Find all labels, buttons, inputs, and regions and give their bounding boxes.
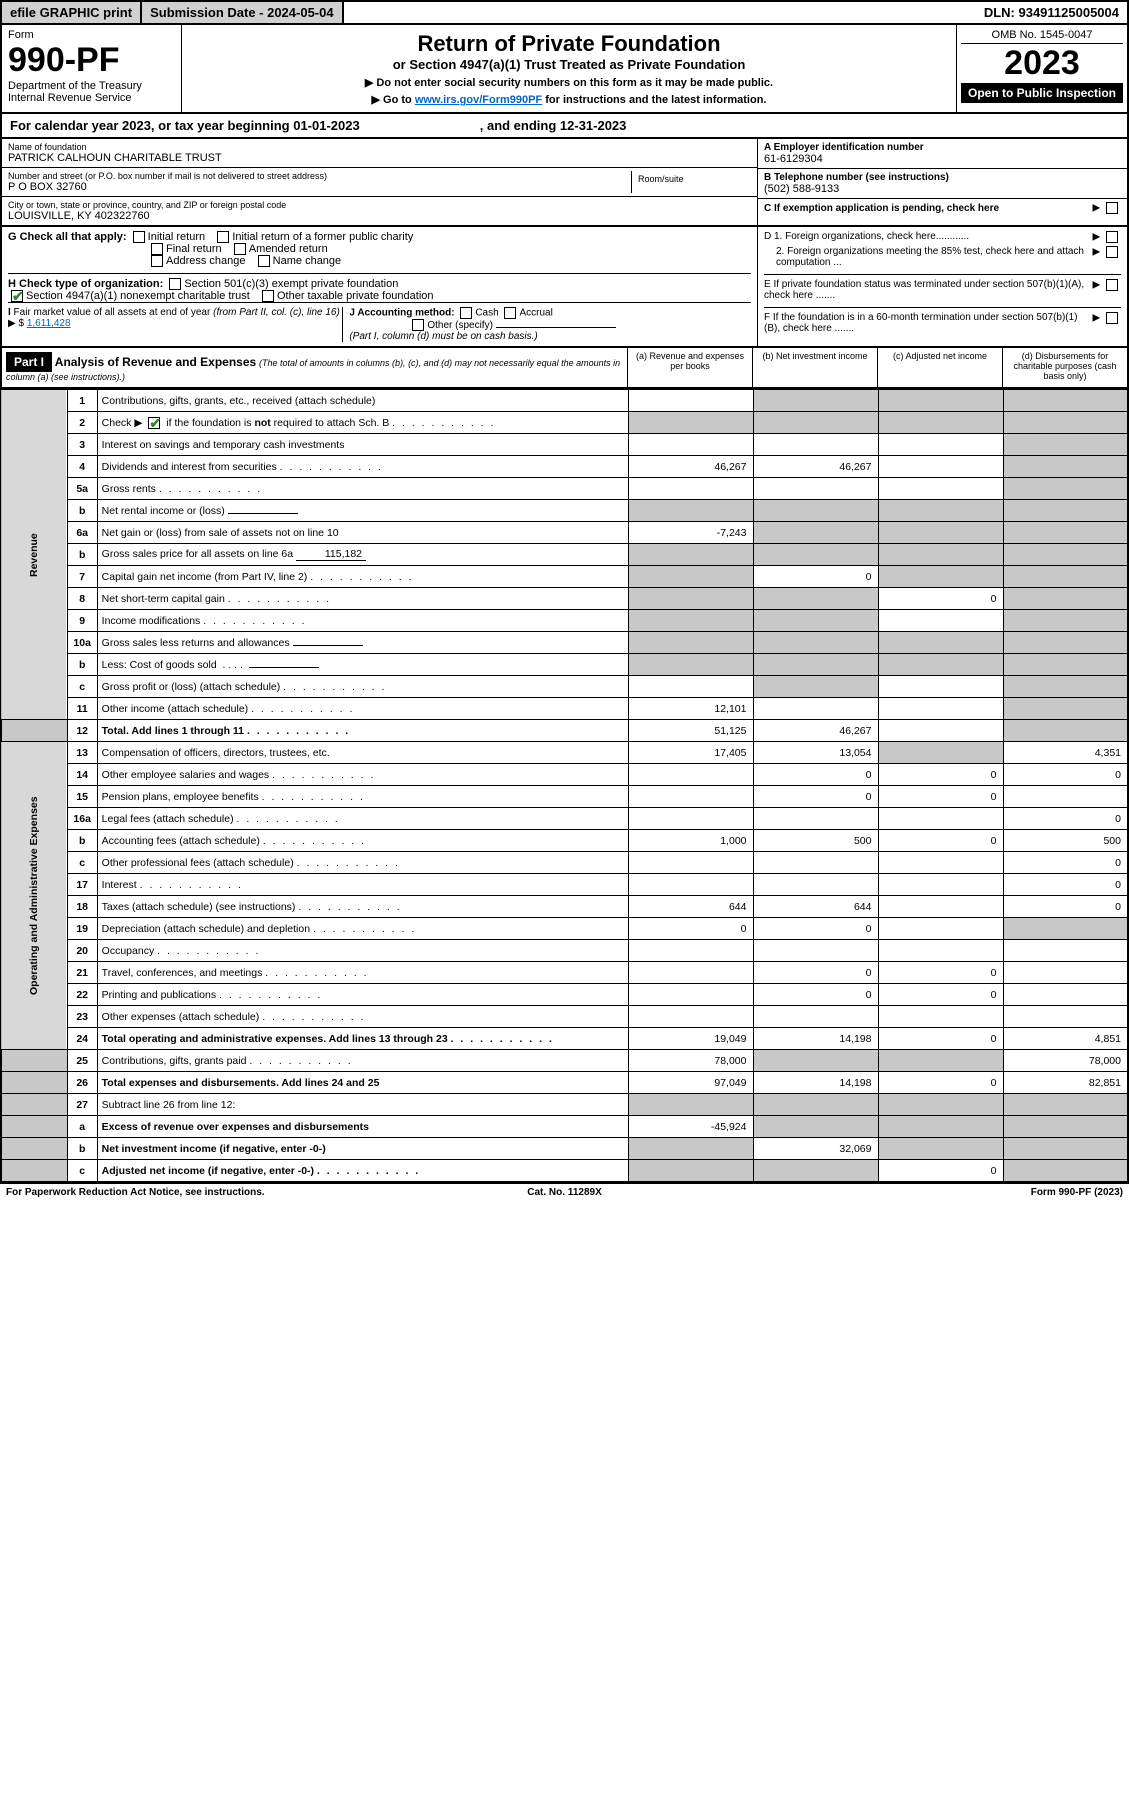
open-to-public: Open to Public Inspection	[961, 83, 1123, 103]
amended-return-checkbox[interactable]	[234, 243, 246, 255]
street-address: P O BOX 32760	[8, 181, 631, 193]
check-section: G Check all that apply: Initial return I…	[0, 227, 1129, 348]
ein-value: 61-6129304	[764, 153, 1121, 165]
other-taxable-checkbox[interactable]	[262, 290, 274, 302]
col-c-header: (c) Adjusted net income	[877, 348, 1002, 387]
part1-label: Part I	[6, 352, 52, 372]
addr-label: Number and street (or P.O. box number if…	[8, 171, 631, 181]
dept-label: Department of the Treasury	[8, 80, 175, 92]
phone-value: (502) 588-9133	[764, 183, 1121, 195]
other-method-checkbox[interactable]	[412, 319, 424, 331]
form-title: Return of Private Foundation	[188, 31, 950, 57]
phone-label: B Telephone number (see instructions)	[764, 172, 1121, 183]
name-label: Name of foundation	[8, 142, 751, 152]
form-label: Form	[8, 29, 175, 41]
note-ssn: ▶ Do not enter social security numbers o…	[188, 76, 950, 89]
fmv-link[interactable]: 1,611,428	[27, 318, 71, 329]
form-ref: Form 990-PF (2023)	[751, 1187, 1123, 1198]
4947a1-checkbox[interactable]	[11, 290, 23, 302]
expenses-side-label: Operating and Administrative Expenses	[1, 742, 67, 1050]
part1-table: Revenue 1Contributions, gifts, grants, e…	[0, 389, 1129, 1183]
note-link: ▶ Go to www.irs.gov/Form990PF for instru…	[188, 93, 950, 106]
ein-label: A Employer identification number	[764, 142, 1121, 153]
col-d-header: (d) Disbursements for charitable purpose…	[1002, 348, 1127, 387]
info-grid: Name of foundation PATRICK CALHOUN CHARI…	[0, 139, 1129, 227]
60-month-checkbox[interactable]	[1106, 312, 1118, 324]
foreign-org-checkbox[interactable]	[1106, 231, 1118, 243]
cash-checkbox[interactable]	[460, 307, 472, 319]
page-footer: For Paperwork Reduction Act Notice, see …	[0, 1183, 1129, 1201]
foreign-85-checkbox[interactable]	[1106, 246, 1118, 258]
city-state-zip: LOUISVILLE, KY 402322760	[8, 210, 751, 222]
irs-label: Internal Revenue Service	[8, 92, 175, 104]
name-change-checkbox[interactable]	[258, 255, 270, 267]
sch-b-checkbox[interactable]	[148, 417, 160, 429]
col-b-header: (b) Net investment income	[752, 348, 877, 387]
form-number: 990-PF	[8, 41, 175, 80]
col-a-header: (a) Revenue and expenses per books	[627, 348, 752, 387]
address-change-checkbox[interactable]	[151, 255, 163, 267]
foundation-name: PATRICK CALHOUN CHARITABLE TRUST	[8, 152, 751, 164]
city-label: City or town, state or province, country…	[8, 200, 751, 210]
initial-return-former-checkbox[interactable]	[217, 231, 229, 243]
omb-number: OMB No. 1545-0047	[961, 29, 1123, 44]
part1-header: Part I Analysis of Revenue and Expenses …	[0, 348, 1129, 389]
room-suite-label: Room/suite	[631, 171, 751, 193]
exemption-pending-checkbox[interactable]	[1106, 202, 1118, 214]
tax-year: 2023	[961, 44, 1123, 83]
form-subtitle: or Section 4947(a)(1) Trust Treated as P…	[188, 57, 950, 72]
form990pf-link[interactable]: www.irs.gov/Form990PF	[415, 94, 542, 106]
calendar-year-row: For calendar year 2023, or tax year begi…	[0, 114, 1129, 139]
501c3-checkbox[interactable]	[169, 278, 181, 290]
top-bar: efile GRAPHIC print Submission Date - 20…	[0, 0, 1129, 25]
submission-date: Submission Date - 2024-05-04	[142, 2, 344, 23]
accrual-checkbox[interactable]	[504, 307, 516, 319]
final-return-checkbox[interactable]	[151, 243, 163, 255]
revenue-side-label: Revenue	[1, 390, 67, 720]
initial-return-checkbox[interactable]	[133, 231, 145, 243]
status-terminated-checkbox[interactable]	[1106, 279, 1118, 291]
cat-no: Cat. No. 11289X	[378, 1187, 750, 1198]
dln: DLN: 93491125005004	[976, 2, 1127, 23]
form-header: Form 990-PF Department of the Treasury I…	[0, 25, 1129, 114]
exemption-pending-label: C If exemption application is pending, c…	[764, 203, 999, 214]
efile-print-button[interactable]: efile GRAPHIC print	[2, 2, 142, 23]
paperwork-notice: For Paperwork Reduction Act Notice, see …	[6, 1187, 378, 1198]
